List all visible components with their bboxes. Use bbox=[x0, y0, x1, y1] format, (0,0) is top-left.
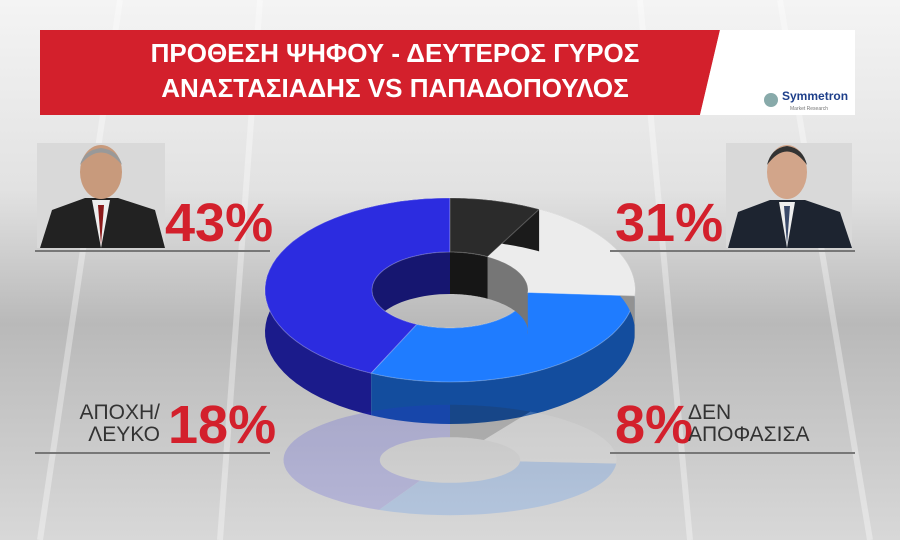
slice-top bbox=[449, 197, 541, 258]
rule bbox=[35, 452, 270, 454]
logo-text: Symmetron bbox=[782, 89, 848, 103]
slice-inner-wall bbox=[487, 256, 528, 335]
reflection bbox=[283, 404, 617, 516]
subtitle: ΑΝΑΣΤΑΣΙΑΔΗΣ VS ΠΑΠΑΔΟΠΟΥΛΟΣ bbox=[161, 73, 629, 103]
category-label: ΑΠΟΧΗ/ ΛΕΥΚΟ bbox=[79, 401, 160, 447]
value-label: 31% bbox=[615, 193, 724, 253]
value-label: 18% bbox=[168, 395, 277, 455]
value-label: 8% bbox=[615, 395, 694, 455]
photo-left bbox=[37, 143, 165, 248]
rule bbox=[35, 250, 270, 252]
logo-icon bbox=[764, 93, 778, 107]
rule bbox=[610, 452, 855, 454]
value-label: 43% bbox=[165, 193, 274, 253]
reflection-part bbox=[283, 404, 450, 510]
category-label: ΔΕΝ ΑΠΟΦΑΣΙΣΑ bbox=[688, 401, 810, 447]
photo-right bbox=[726, 143, 852, 248]
slice-wall bbox=[371, 295, 635, 424]
logo-note: Market Research bbox=[790, 106, 828, 112]
reflection-part bbox=[450, 404, 531, 440]
donut-slice bbox=[370, 291, 636, 424]
title-banner bbox=[40, 30, 720, 115]
donut bbox=[264, 197, 636, 516]
donut-slice bbox=[449, 197, 541, 299]
title: ΠΡΟΘΕΣΗ ΨΗΦΟΥ - ΔΕΥΤΕΡΟΣ ΓΥΡΟΣ bbox=[151, 38, 640, 68]
reflection-part bbox=[483, 411, 617, 464]
reflection-part bbox=[379, 461, 617, 516]
slice-inner-wall bbox=[450, 252, 488, 299]
rule bbox=[610, 250, 855, 252]
logo-panel bbox=[700, 30, 855, 115]
